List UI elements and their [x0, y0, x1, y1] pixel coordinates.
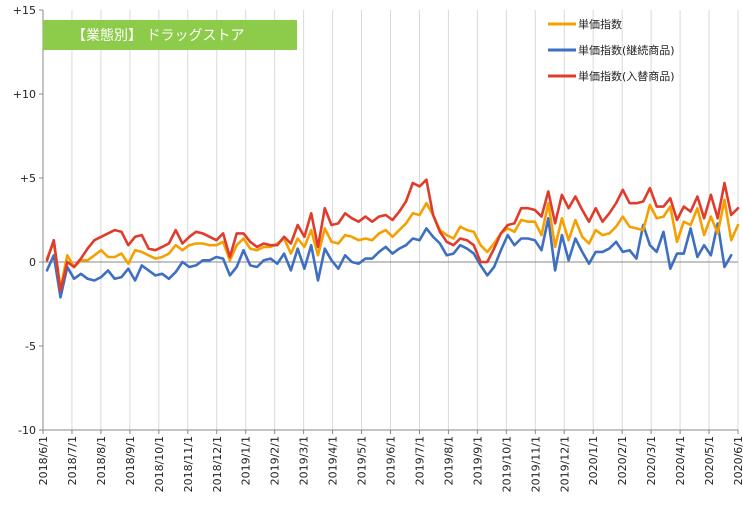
chart-title-box: 【業態別】 ドラッグストア [43, 20, 297, 50]
y-tick-label: 0 [29, 256, 36, 269]
x-tick-label: 2019/9/1 [471, 436, 484, 485]
x-tick-label: 2020/3/1 [645, 436, 658, 485]
axes [39, 9, 739, 434]
series-lines [45, 178, 740, 299]
x-tick-label: 2019/1/1 [240, 436, 253, 485]
series-line [45, 178, 740, 292]
x-tick-label: 2020/1/1 [587, 436, 600, 485]
x-tick-label: 2020/2/1 [616, 436, 629, 485]
legend-label: 単価指数(継続商品) [578, 43, 675, 57]
x-tick-label: 2018/6/1 [37, 436, 50, 485]
chart-title: 【業態別】 ドラッグストア [72, 28, 244, 44]
x-tick-labels: 2018/6/1 2018/7/1 2018/8/1 2018/9/1 2018/10/… [37, 436, 743, 492]
y-tick-label: +5 [20, 172, 36, 185]
y-tick-label: -10 [18, 424, 36, 437]
y-tick-labels: +15 +10 +5 0 -5 -10 [13, 4, 36, 437]
legend-label: 単価指数 [578, 17, 622, 31]
x-tick-label: 2019/7/1 [413, 436, 426, 485]
x-tick-label: 2018/11/1 [182, 436, 195, 492]
x-tick-label: 2019/2/1 [269, 436, 282, 485]
x-tick-label: 2019/3/1 [298, 436, 311, 485]
x-tick-label: 2018/8/1 [95, 436, 108, 485]
x-tick-label: 2019/4/1 [327, 436, 340, 485]
x-tick-label: 2019/12/1 [558, 436, 571, 492]
y-tick-label: +10 [13, 88, 36, 101]
x-tick-label: 2018/9/1 [124, 436, 137, 485]
series-line [45, 217, 733, 299]
x-tick-label: 2019/5/1 [356, 436, 369, 485]
x-tick-label: 2019/11/1 [529, 436, 542, 492]
x-tick-label: 2018/10/1 [153, 436, 166, 492]
x-tick-label: 2020/5/1 [703, 436, 716, 485]
y-tick-label: -5 [25, 340, 36, 353]
x-tick-label: 2020/4/1 [674, 436, 687, 485]
x-tick-label: 2019/8/1 [442, 436, 455, 485]
x-tick-label: 2019/6/1 [385, 436, 398, 485]
y-tick-label: +15 [13, 4, 36, 17]
x-tick-label: 2018/12/1 [211, 436, 224, 492]
x-tick-label: 2019/10/1 [500, 436, 513, 492]
chart-title-background [43, 20, 297, 50]
x-tick-label: 2020/6/1 [732, 436, 743, 485]
vertical-gridlines [42, 10, 739, 430]
legend-label: 単価指数(入替商品) [578, 69, 675, 83]
series-line [45, 198, 740, 291]
x-tick-label: 2018/7/1 [66, 436, 79, 485]
